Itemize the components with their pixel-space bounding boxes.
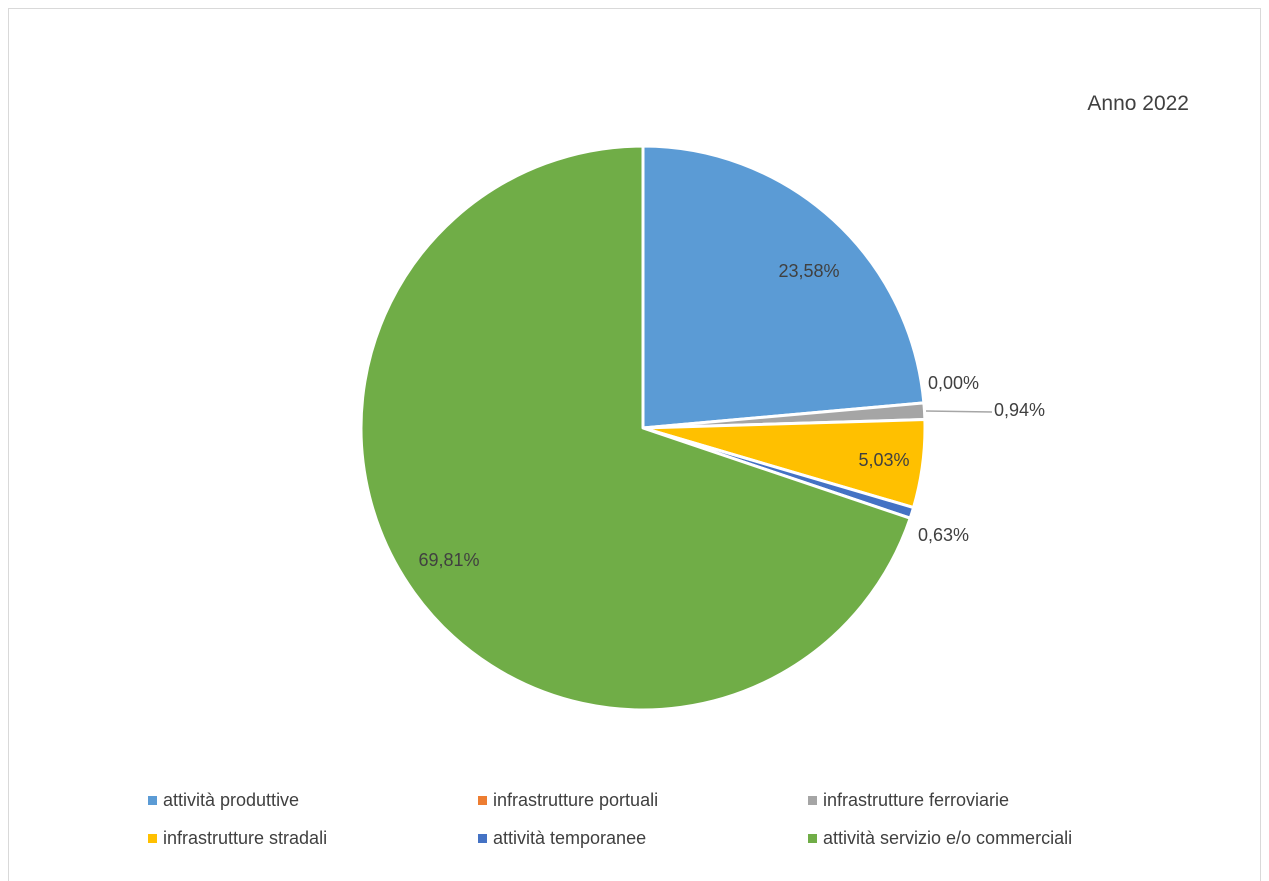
legend-swatch-3 bbox=[808, 796, 817, 805]
data-label-3: 0,94% bbox=[994, 400, 1045, 420]
legend-item-5: attività temporanee bbox=[478, 828, 646, 849]
data-label-5: 0,63% bbox=[918, 525, 969, 545]
legend-item-4: infrastrutture stradali bbox=[148, 828, 327, 849]
legend-swatch-5 bbox=[478, 834, 487, 843]
legend-item-3: infrastrutture ferroviarie bbox=[808, 790, 1009, 811]
legend-item-1: attività produttive bbox=[148, 790, 299, 811]
pie-slice-6 bbox=[359, 144, 912, 712]
data-label-2: 0,00% bbox=[928, 373, 979, 393]
pie-slice-1 bbox=[641, 144, 926, 430]
legend-swatch-6 bbox=[808, 834, 817, 843]
data-labels: 23,58% 0,00% 0,94% 5,03% 0,63% 69,81% bbox=[418, 261, 1045, 570]
pie-slices bbox=[359, 144, 927, 712]
leader-lines bbox=[925, 410, 993, 413]
legend: attività produttive infrastrutture portua… bbox=[148, 790, 1248, 880]
data-label-1: 23,58% bbox=[778, 261, 839, 281]
chart-area bbox=[8, 8, 1261, 881]
legend-label-2: infrastrutture portuali bbox=[493, 790, 659, 810]
legend-label-6: attività servizio e/o commerciali bbox=[823, 828, 1073, 848]
legend-label-1: attività produttive bbox=[163, 790, 300, 810]
legend-label-3: infrastrutture ferroviarie bbox=[823, 790, 1010, 810]
legend-label-5: attività temporanee bbox=[493, 828, 647, 848]
legend-label-4: infrastrutture stradali bbox=[163, 828, 328, 848]
data-label-6: 69,81% bbox=[418, 550, 479, 570]
legend-swatch-2 bbox=[478, 796, 487, 805]
legend-item-2: infrastrutture portuali bbox=[478, 790, 658, 811]
data-label-4: 5,03% bbox=[858, 450, 909, 470]
legend-item-6: attività servizio e/o commerciali bbox=[808, 828, 1072, 849]
leader-line-3 bbox=[925, 410, 993, 413]
legend-swatch-4 bbox=[148, 834, 157, 843]
legend-swatch-1 bbox=[148, 796, 157, 805]
chart-title: Anno 2022 bbox=[1087, 92, 1189, 115]
